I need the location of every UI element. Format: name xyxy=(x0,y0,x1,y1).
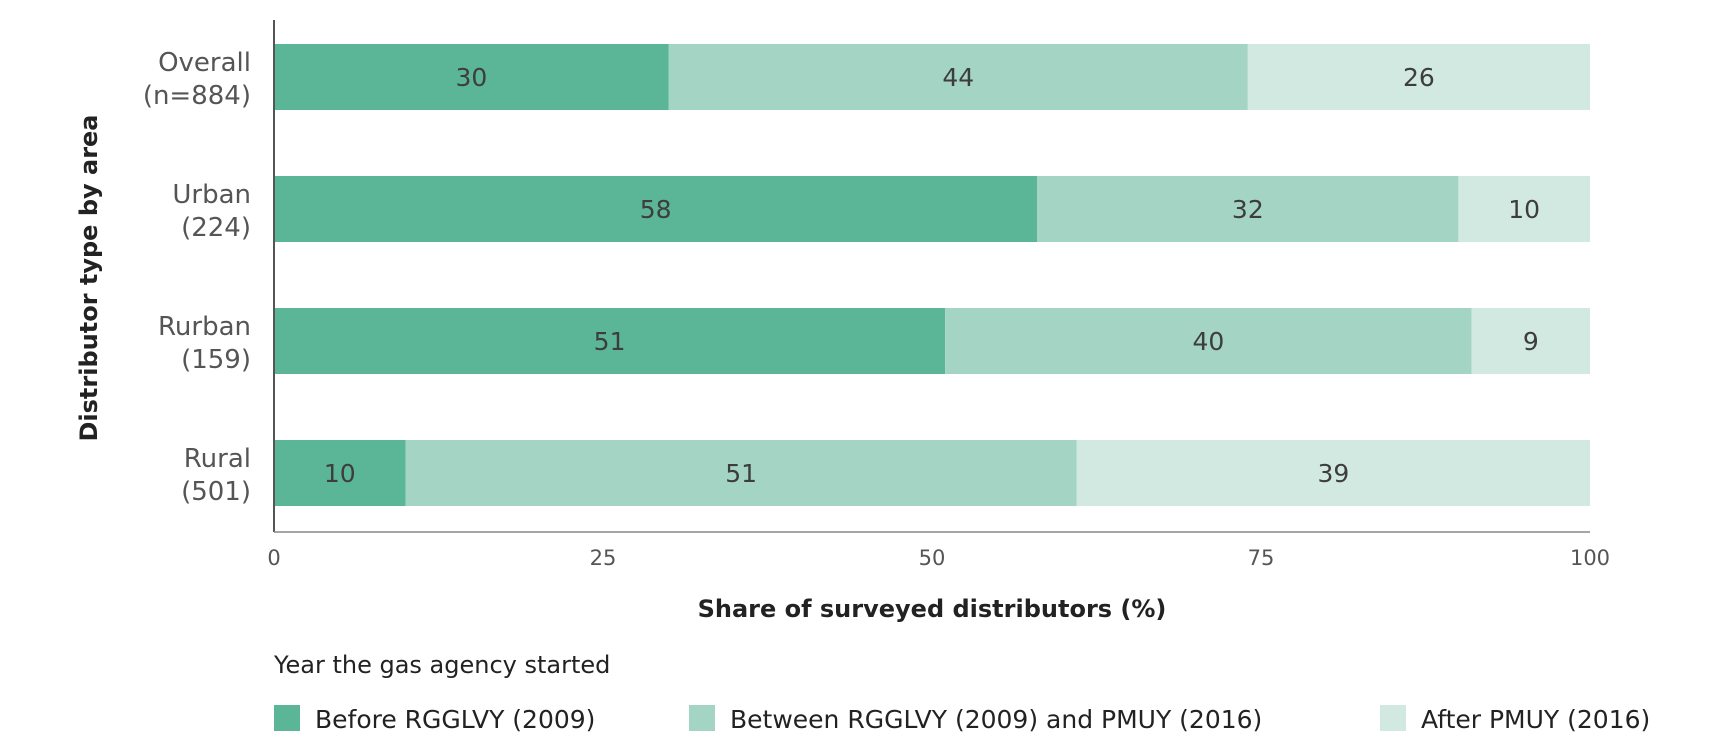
x-tick-labels-group: 0 25 50 75 100 xyxy=(267,546,1610,570)
bar-2-1 xyxy=(945,308,1472,374)
bar-0-2 xyxy=(1247,44,1590,110)
bar-value-label-3-1: 51 xyxy=(725,459,757,488)
bar-2-2 xyxy=(1471,308,1590,374)
legend-label-1: Between RGGLVY (2009) and PMUY (2016) xyxy=(730,705,1262,734)
category-sublabel-1: (224) xyxy=(181,213,251,243)
bar-2-0 xyxy=(274,308,946,374)
bar-3-0 xyxy=(274,440,406,506)
bar-value-label-2-0: 51 xyxy=(594,327,626,356)
category-sublabel-3: (501) xyxy=(181,477,251,507)
x-axis-title: Share of surveyed distributors (%) xyxy=(698,595,1167,623)
x-tick-label-2: 50 xyxy=(919,546,946,570)
x-tick-label-3: 75 xyxy=(1248,546,1275,570)
bar-value-label-1-2: 10 xyxy=(1508,195,1540,224)
bar-0-1 xyxy=(668,44,1248,110)
legend-swatch-2 xyxy=(1380,705,1406,731)
bar-value-label-0-0: 30 xyxy=(455,63,487,92)
bar-value-label-2-2: 9 xyxy=(1523,327,1539,356)
bar-value-label-0-2: 26 xyxy=(1403,63,1435,92)
bar-labels-group: 30 44 26 58 32 10 51 40 9 10 51 39 xyxy=(324,63,1540,488)
bar-1-0 xyxy=(274,176,1038,242)
bar-1-2 xyxy=(1458,176,1590,242)
legend-swatch-1 xyxy=(689,705,715,731)
category-labels-group: Overall(n=884) Urban(224) Rurban(159) Rural… xyxy=(143,48,251,507)
bar-3-1 xyxy=(405,440,1077,506)
x-tick-label-0: 0 xyxy=(267,546,280,570)
category-label-0: Overall xyxy=(158,48,251,78)
category-sublabel-0: (n=884) xyxy=(143,81,251,111)
bar-value-label-0-1: 44 xyxy=(942,63,974,92)
bars-group xyxy=(274,44,1590,506)
y-axis-title: Distributor type by area xyxy=(75,115,103,442)
category-label-2: Rurban xyxy=(158,312,251,342)
x-tick-label-4: 100 xyxy=(1570,546,1610,570)
legend-label-2: After PMUY (2016) xyxy=(1421,705,1650,734)
category-label-3: Rural xyxy=(184,444,251,474)
legend-title: Year the gas agency started xyxy=(273,651,610,679)
x-tick-label-1: 25 xyxy=(590,546,617,570)
bar-value-label-3-0: 10 xyxy=(324,459,356,488)
legend-swatch-0 xyxy=(274,705,300,731)
bar-value-label-1-0: 58 xyxy=(640,195,672,224)
bar-1-1 xyxy=(1037,176,1459,242)
category-label-1: Urban xyxy=(172,180,251,210)
bar-value-label-2-1: 40 xyxy=(1192,327,1224,356)
bar-value-label-1-1: 32 xyxy=(1232,195,1264,224)
legend: Before RGGLVY (2009) Between RGGLVY (2009… xyxy=(274,705,1650,734)
category-sublabel-2: (159) xyxy=(181,345,251,375)
bar-3-2 xyxy=(1076,440,1590,506)
bar-0-0 xyxy=(274,44,669,110)
legend-label-0: Before RGGLVY (2009) xyxy=(315,705,595,734)
bar-value-label-3-2: 39 xyxy=(1317,459,1349,488)
